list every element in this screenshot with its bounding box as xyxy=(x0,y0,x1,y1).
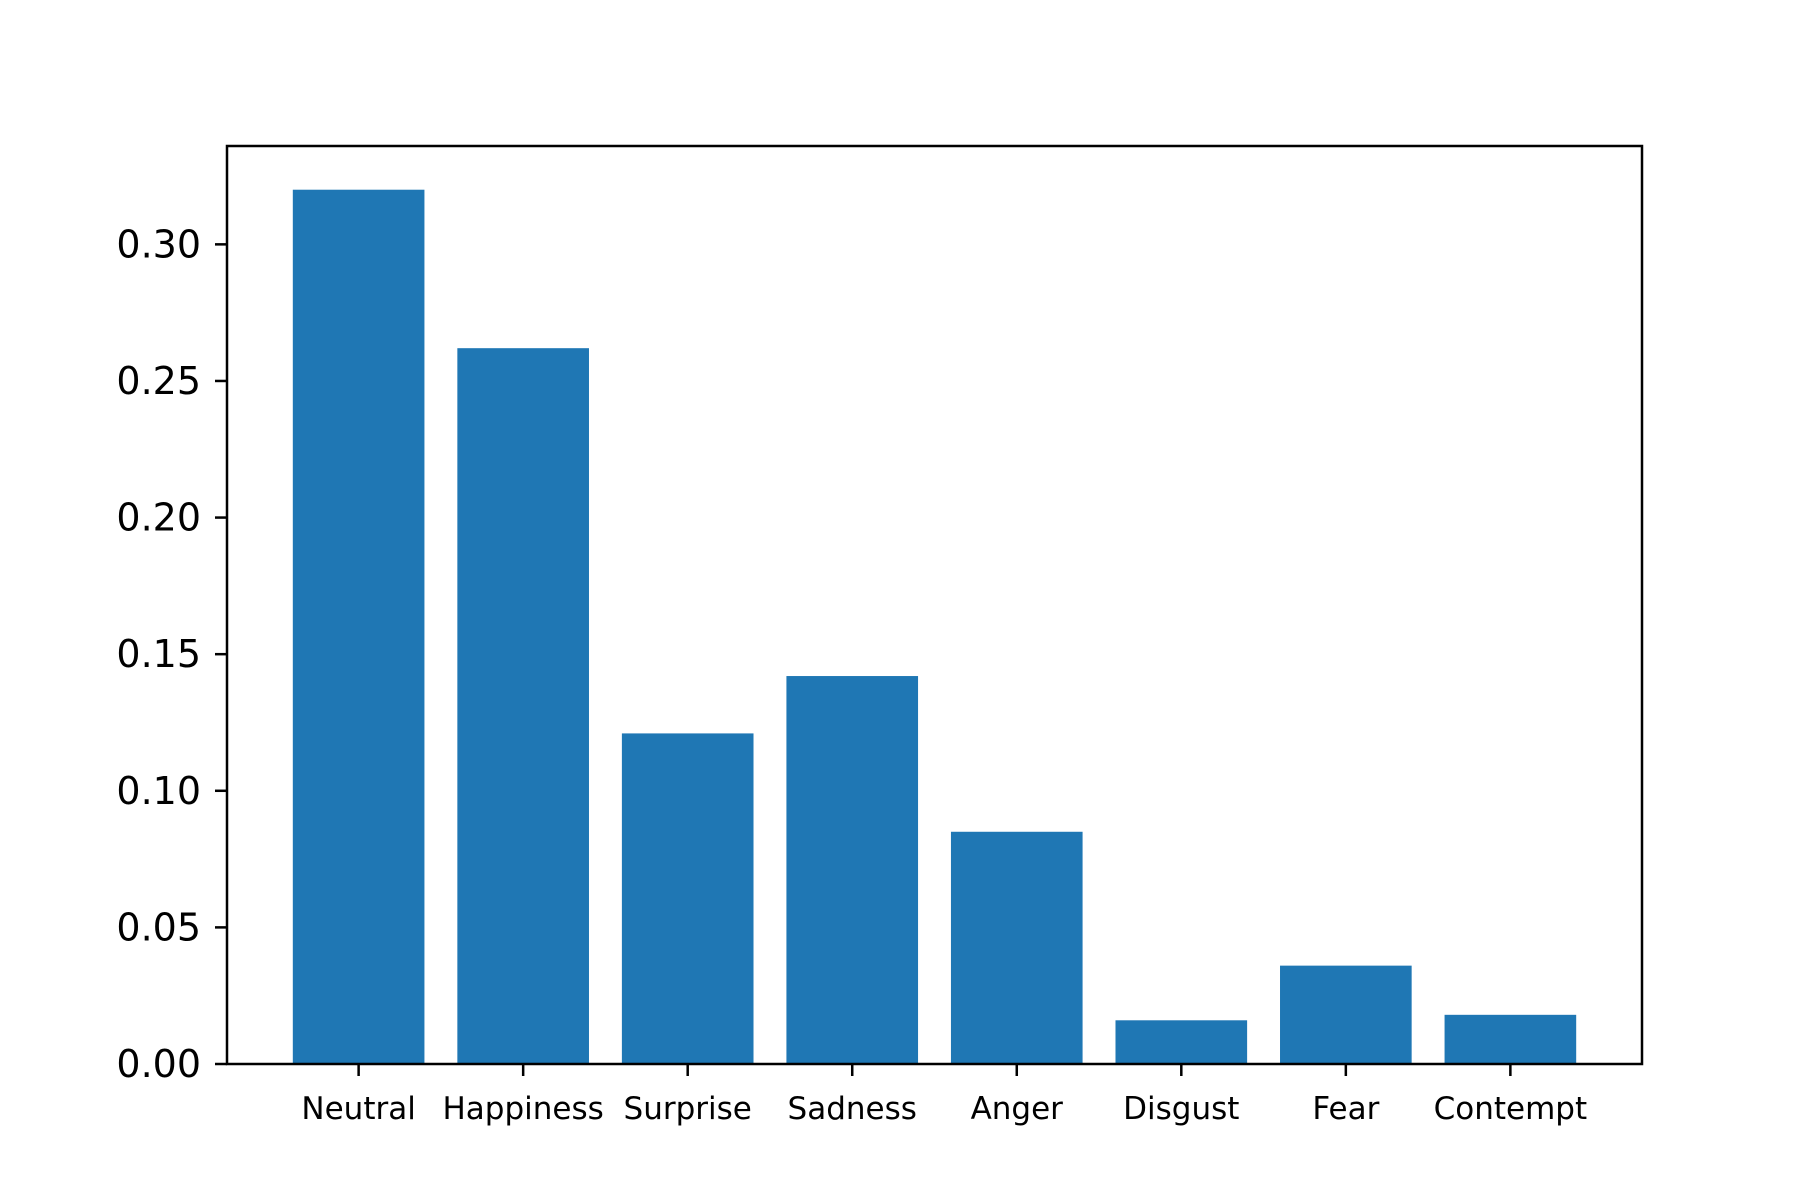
bar-disgust xyxy=(1115,1020,1248,1064)
x-tick-label: Neutral xyxy=(301,1091,415,1127)
x-tick-label: Surprise xyxy=(624,1091,752,1127)
x-tick-label: Fear xyxy=(1312,1091,1379,1127)
bar-surprise xyxy=(621,733,754,1064)
bar-group xyxy=(292,189,1577,1064)
bar-fear xyxy=(1280,965,1412,1064)
y-tick-label: 0.30 xyxy=(116,222,201,266)
y-tick-label: 0.20 xyxy=(116,496,201,540)
x-tick-label: Disgust xyxy=(1123,1091,1239,1127)
bar-contempt xyxy=(1444,1014,1577,1064)
x-tick-label: Happiness xyxy=(443,1091,604,1127)
axes-frame xyxy=(225,144,1644,1066)
bar-sadness xyxy=(786,676,919,1064)
bar-anger xyxy=(950,831,1083,1064)
y-tick-label: 0.00 xyxy=(116,1042,201,1086)
y-tick-label: 0.05 xyxy=(116,905,201,949)
bar-happiness xyxy=(457,348,589,1064)
y-tick-label: 0.25 xyxy=(116,359,201,403)
x-tick-label: Contempt xyxy=(1434,1091,1588,1127)
x-axis: Neutral Happiness Surprise Sadness Anger Disg… xyxy=(301,1064,1587,1127)
y-tick-label: 0.10 xyxy=(116,769,201,813)
bar-neutral xyxy=(292,189,425,1064)
y-tick-label: 0.15 xyxy=(116,632,201,676)
y-axis: 0.00 0.05 0.10 0.15 0.20 0.25 0.30 xyxy=(116,222,227,1086)
x-tick-label: Sadness xyxy=(788,1091,917,1127)
x-tick-label: Anger xyxy=(971,1091,1064,1127)
